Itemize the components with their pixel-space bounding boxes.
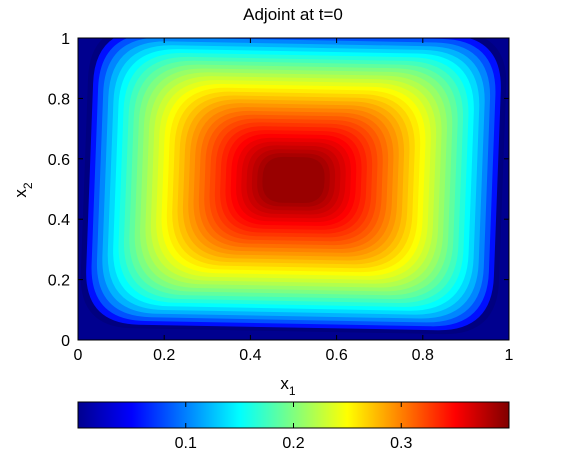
y-tick-label: 1 [61,31,70,48]
y-tick-label: 0 [61,333,70,350]
y-tick-label: 0.2 [48,273,70,290]
x-tick-label: 0.6 [325,347,347,364]
x-tick-label: 0.2 [153,347,175,364]
y-tick-label: 0.8 [48,91,70,108]
y-tick-label: 0.4 [48,212,70,229]
x-axis-label-subscript: 1 [289,384,296,398]
plot-frame [77,37,510,341]
y-tick-label: 0.6 [48,152,70,169]
colorbar-tick-label: 0.1 [175,435,197,452]
y-axis-label-base: x [11,189,30,198]
y-axis-label-subscript: 2 [21,182,35,189]
colorbar: 0.1 0.2 0.3 [77,401,510,452]
x-tick-label: 1 [505,347,514,364]
heatmap-contour-layers [80,38,507,335]
x-tick-label: 0.4 [239,347,261,364]
y-axis-ticks: 0 0.2 0.4 0.6 0.8 1 [48,31,509,350]
x-tick-label: 0 [74,347,83,364]
x-axis-label-base: x [280,374,289,393]
chart-title: Adjoint at t=0 [243,5,343,24]
x-axis-ticks: 0 0.2 0.4 0.6 0.8 1 [74,38,514,364]
heatmap-field [78,38,509,340]
colorbar-tick-label: 0.3 [390,435,412,452]
colorbar-tick-label: 0.2 [282,435,304,452]
colorbar-ticks: 0.1 0.2 0.3 [175,402,412,452]
x-axis-label: x1 [280,374,296,398]
y-axis-label: x2 [11,182,35,198]
heatmap-contour [262,156,325,204]
x-tick-label: 0.8 [412,347,434,364]
